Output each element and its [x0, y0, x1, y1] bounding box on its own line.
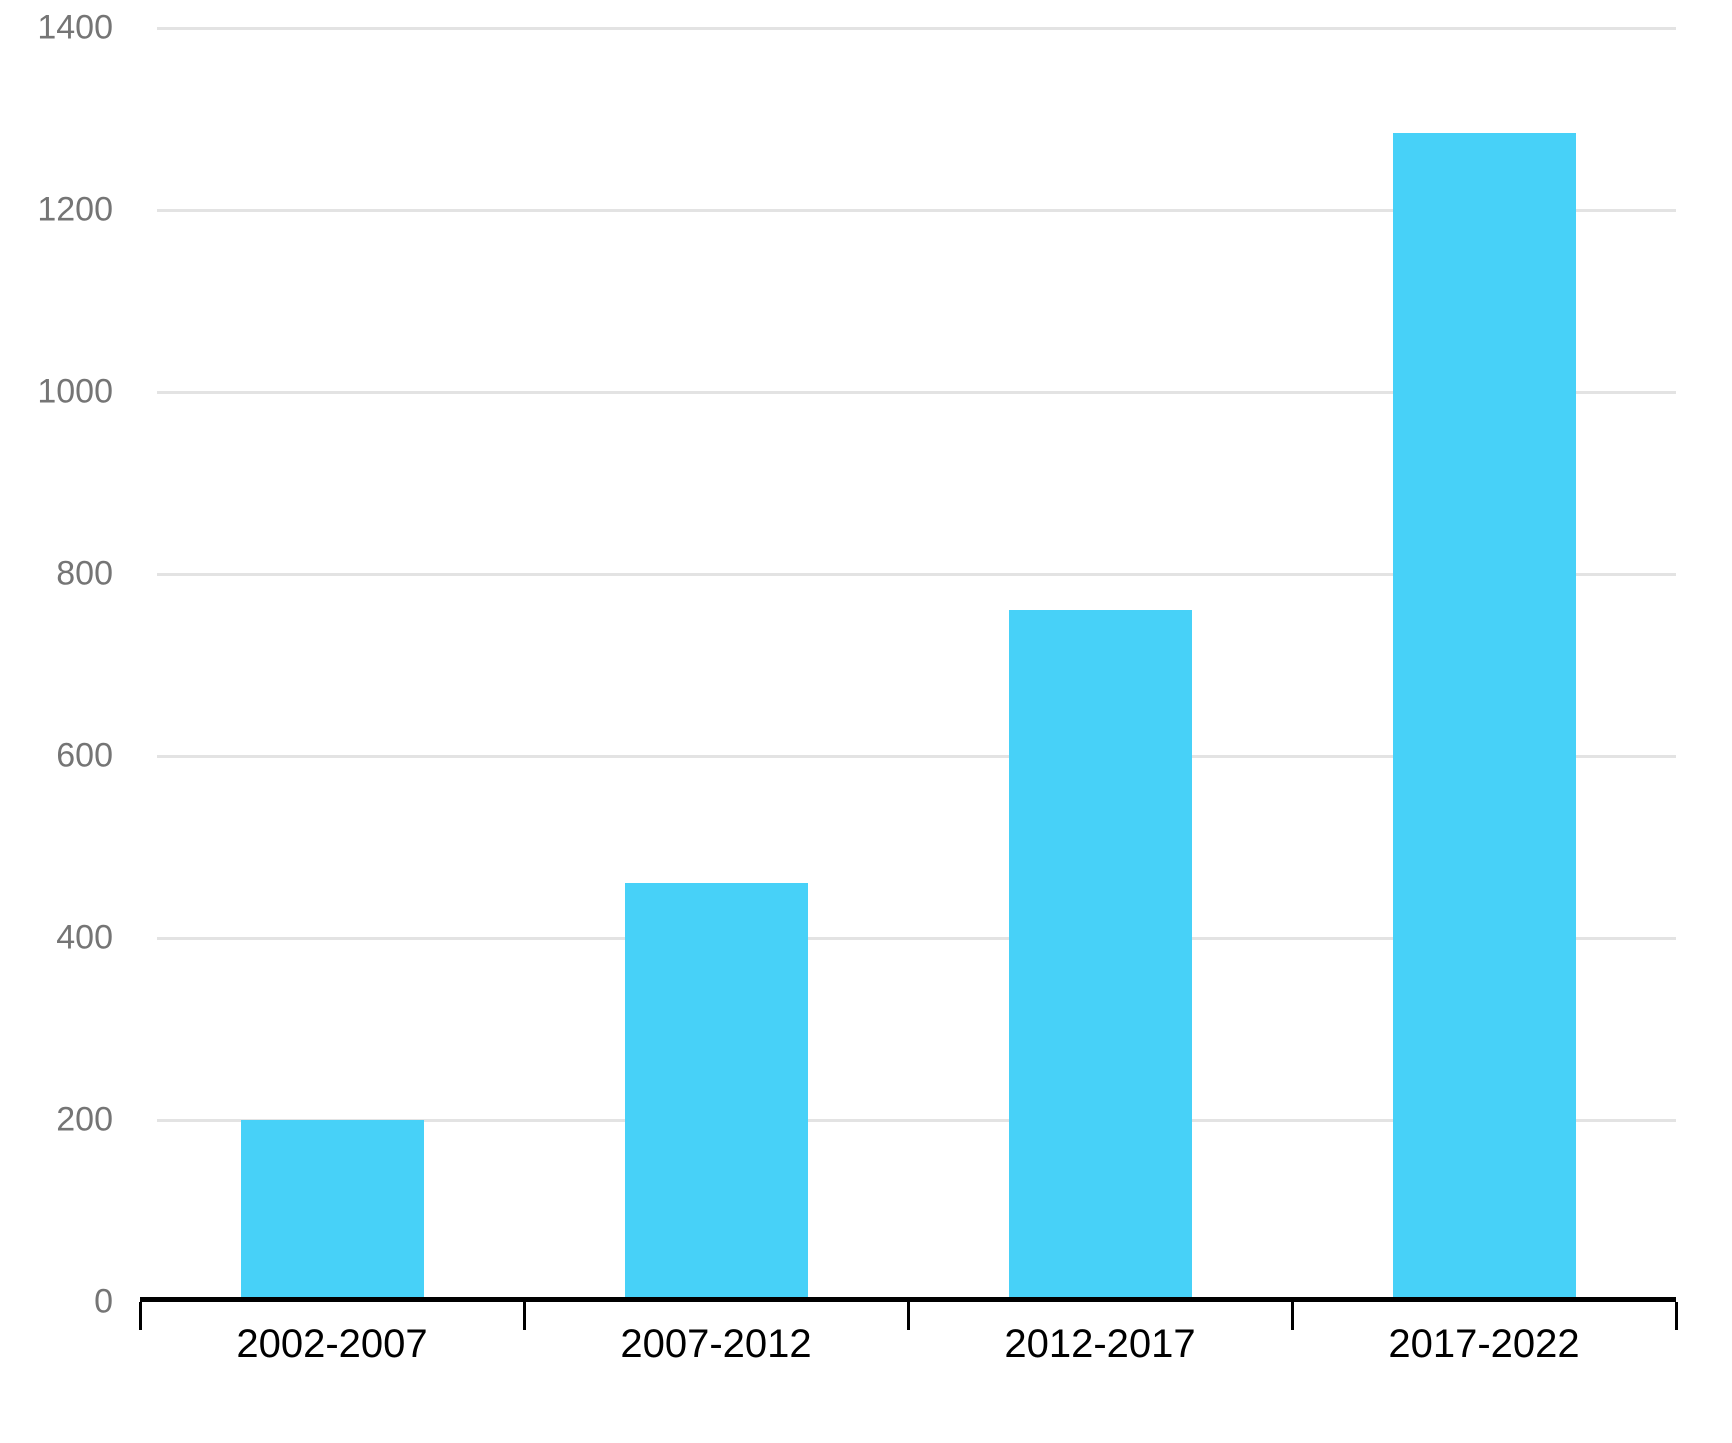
gridline-y-200: [157, 1118, 1676, 1122]
x-category-label: 2002-2007: [236, 1322, 428, 1366]
y-tick-label: 0: [94, 1282, 113, 1321]
x-axis-tick: [138, 1302, 142, 1330]
bar-2002-2007: [240, 1120, 424, 1302]
x-axis-tick: [906, 1302, 910, 1330]
y-tick-label: 1400: [37, 8, 113, 47]
x-axis-tick: [1674, 1302, 1678, 1330]
y-tick-label: 200: [56, 1100, 113, 1139]
bar-2007-2012: [624, 883, 808, 1302]
x-category-label: 2012-2017: [1004, 1322, 1196, 1366]
gridline-y-1000: [157, 390, 1676, 394]
bar-2017-2022: [1392, 132, 1576, 1302]
gridline-y-400: [157, 936, 1676, 940]
x-axis-tick: [1290, 1302, 1294, 1330]
gridline-y-1400: [157, 26, 1676, 30]
bar-2012-2017: [1008, 610, 1192, 1302]
x-category-label: 2017-2022: [1388, 1322, 1580, 1366]
gridline-y-1200: [157, 208, 1676, 212]
gridline-y-800: [157, 572, 1676, 576]
y-tick-label: 800: [56, 554, 113, 593]
y-axis-tick-labels: 0 200 400 600 800 1000 1200 1400: [0, 0, 113, 1443]
y-tick-label: 1200: [37, 190, 113, 229]
plot-area: [140, 26, 1676, 1302]
gridline-y-600: [157, 754, 1676, 758]
x-axis-tick: [522, 1302, 526, 1330]
x-axis-line: [140, 1297, 1676, 1302]
y-tick-label: 400: [56, 918, 113, 957]
x-category-label: 2007-2012: [620, 1322, 812, 1366]
y-tick-label: 1000: [37, 372, 113, 411]
y-tick-label: 600: [56, 736, 113, 775]
